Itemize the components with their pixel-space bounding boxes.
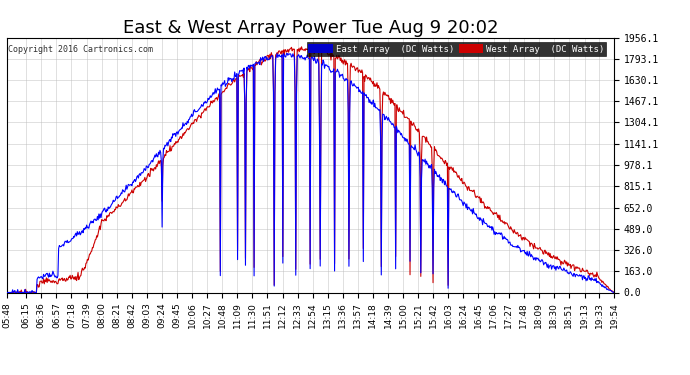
Text: Copyright 2016 Cartronics.com: Copyright 2016 Cartronics.com	[8, 45, 153, 54]
Title: East & West Array Power Tue Aug 9 20:02: East & West Array Power Tue Aug 9 20:02	[123, 20, 498, 38]
Legend: East Array  (DC Watts), West Array  (DC Watts): East Array (DC Watts), West Array (DC Wa…	[306, 42, 607, 56]
